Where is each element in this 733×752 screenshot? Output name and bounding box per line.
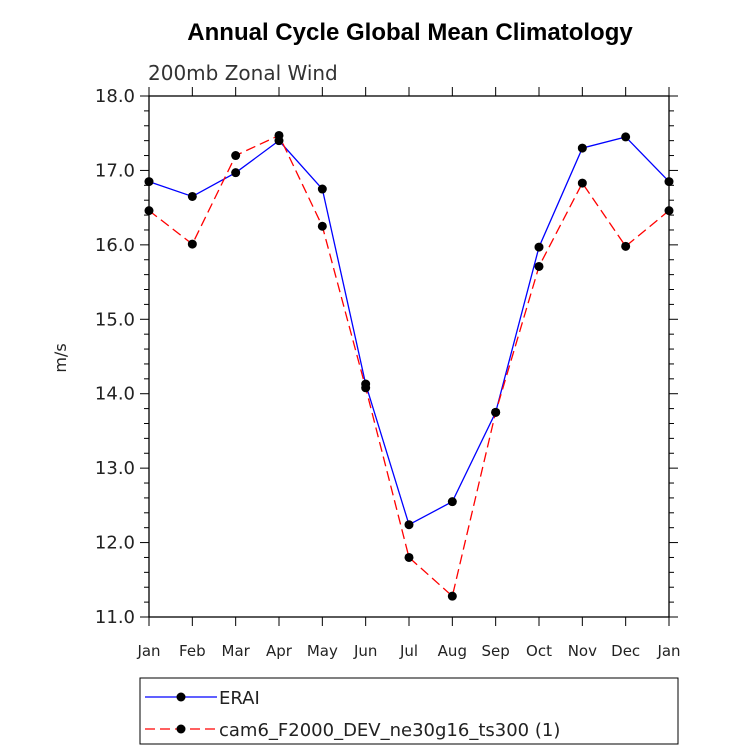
data-point (664, 177, 674, 187)
data-point (621, 132, 631, 142)
plot-frame (148, 95, 670, 618)
y-tick-label: 13.0 (95, 458, 135, 479)
x-tick-label: Jan (136, 642, 160, 660)
x-tick-label: Oct (526, 642, 552, 660)
data-point (187, 239, 197, 249)
x-tick-label: Jun (353, 642, 377, 660)
chart-title: Annual Cycle Global Mean Climatology (187, 19, 633, 46)
x-tick-label: Jan (656, 642, 680, 660)
y-tick-label: 12.0 (95, 533, 135, 554)
chart-subtitle: 200mb Zonal Wind (148, 61, 338, 85)
x-tick-label: Jul (399, 642, 418, 660)
x-tick-label: Dec (611, 642, 640, 660)
data-point (404, 552, 414, 562)
legend-marker (176, 692, 186, 702)
data-point (577, 178, 587, 188)
legend-marker (176, 724, 186, 734)
legend-label: cam6_F2000_DEV_ne30g16_ts300 (1) (219, 720, 560, 741)
x-tick-label: Sep (482, 642, 510, 660)
data-point (144, 206, 154, 216)
data-point (144, 177, 154, 187)
y-tick-label: 16.0 (95, 235, 135, 256)
data-point (274, 130, 284, 140)
data-point (577, 143, 587, 153)
x-tick-label: Mar (222, 642, 251, 660)
y-tick-label: 14.0 (95, 384, 135, 405)
x-tick-label: Nov (568, 642, 597, 660)
data-point (534, 242, 544, 252)
axes: 11.0 12.0 13.0 14.0 15.0 16.0 17.0 18.0 Jan Feb Ma… (95, 86, 681, 660)
data-point (317, 184, 327, 194)
legend-label: ERAI (219, 688, 260, 709)
data-point (187, 191, 197, 201)
data-point (621, 241, 631, 251)
x-tick-label: Feb (179, 642, 206, 660)
data-point (317, 221, 327, 231)
series-1 (144, 132, 674, 530)
series-line (148, 136, 670, 526)
series-2 (144, 130, 674, 601)
x-tick-label: May (307, 642, 338, 660)
y-tick-label: 11.0 (95, 607, 135, 628)
y-tick-label: 15.0 (95, 309, 135, 330)
data-point (491, 407, 501, 417)
data-point (447, 591, 457, 601)
data-point (447, 497, 457, 507)
y-tick-label: 17.0 (95, 160, 135, 181)
x-tick-label: Apr (266, 642, 293, 660)
data-point (664, 206, 674, 216)
legend-box (139, 677, 679, 745)
y-tick-label: 18.0 (95, 86, 135, 107)
series-layer (144, 130, 674, 601)
data-point (534, 261, 544, 271)
data-point (231, 151, 241, 161)
legend: ERAI cam6_F2000_DEV_ne30g16_ts300 (1) (139, 677, 679, 745)
data-point (231, 168, 241, 178)
data-point (361, 383, 371, 393)
y-axis-label: m/s (51, 343, 70, 372)
data-point (404, 520, 414, 530)
x-tick-label: Aug (438, 642, 467, 660)
